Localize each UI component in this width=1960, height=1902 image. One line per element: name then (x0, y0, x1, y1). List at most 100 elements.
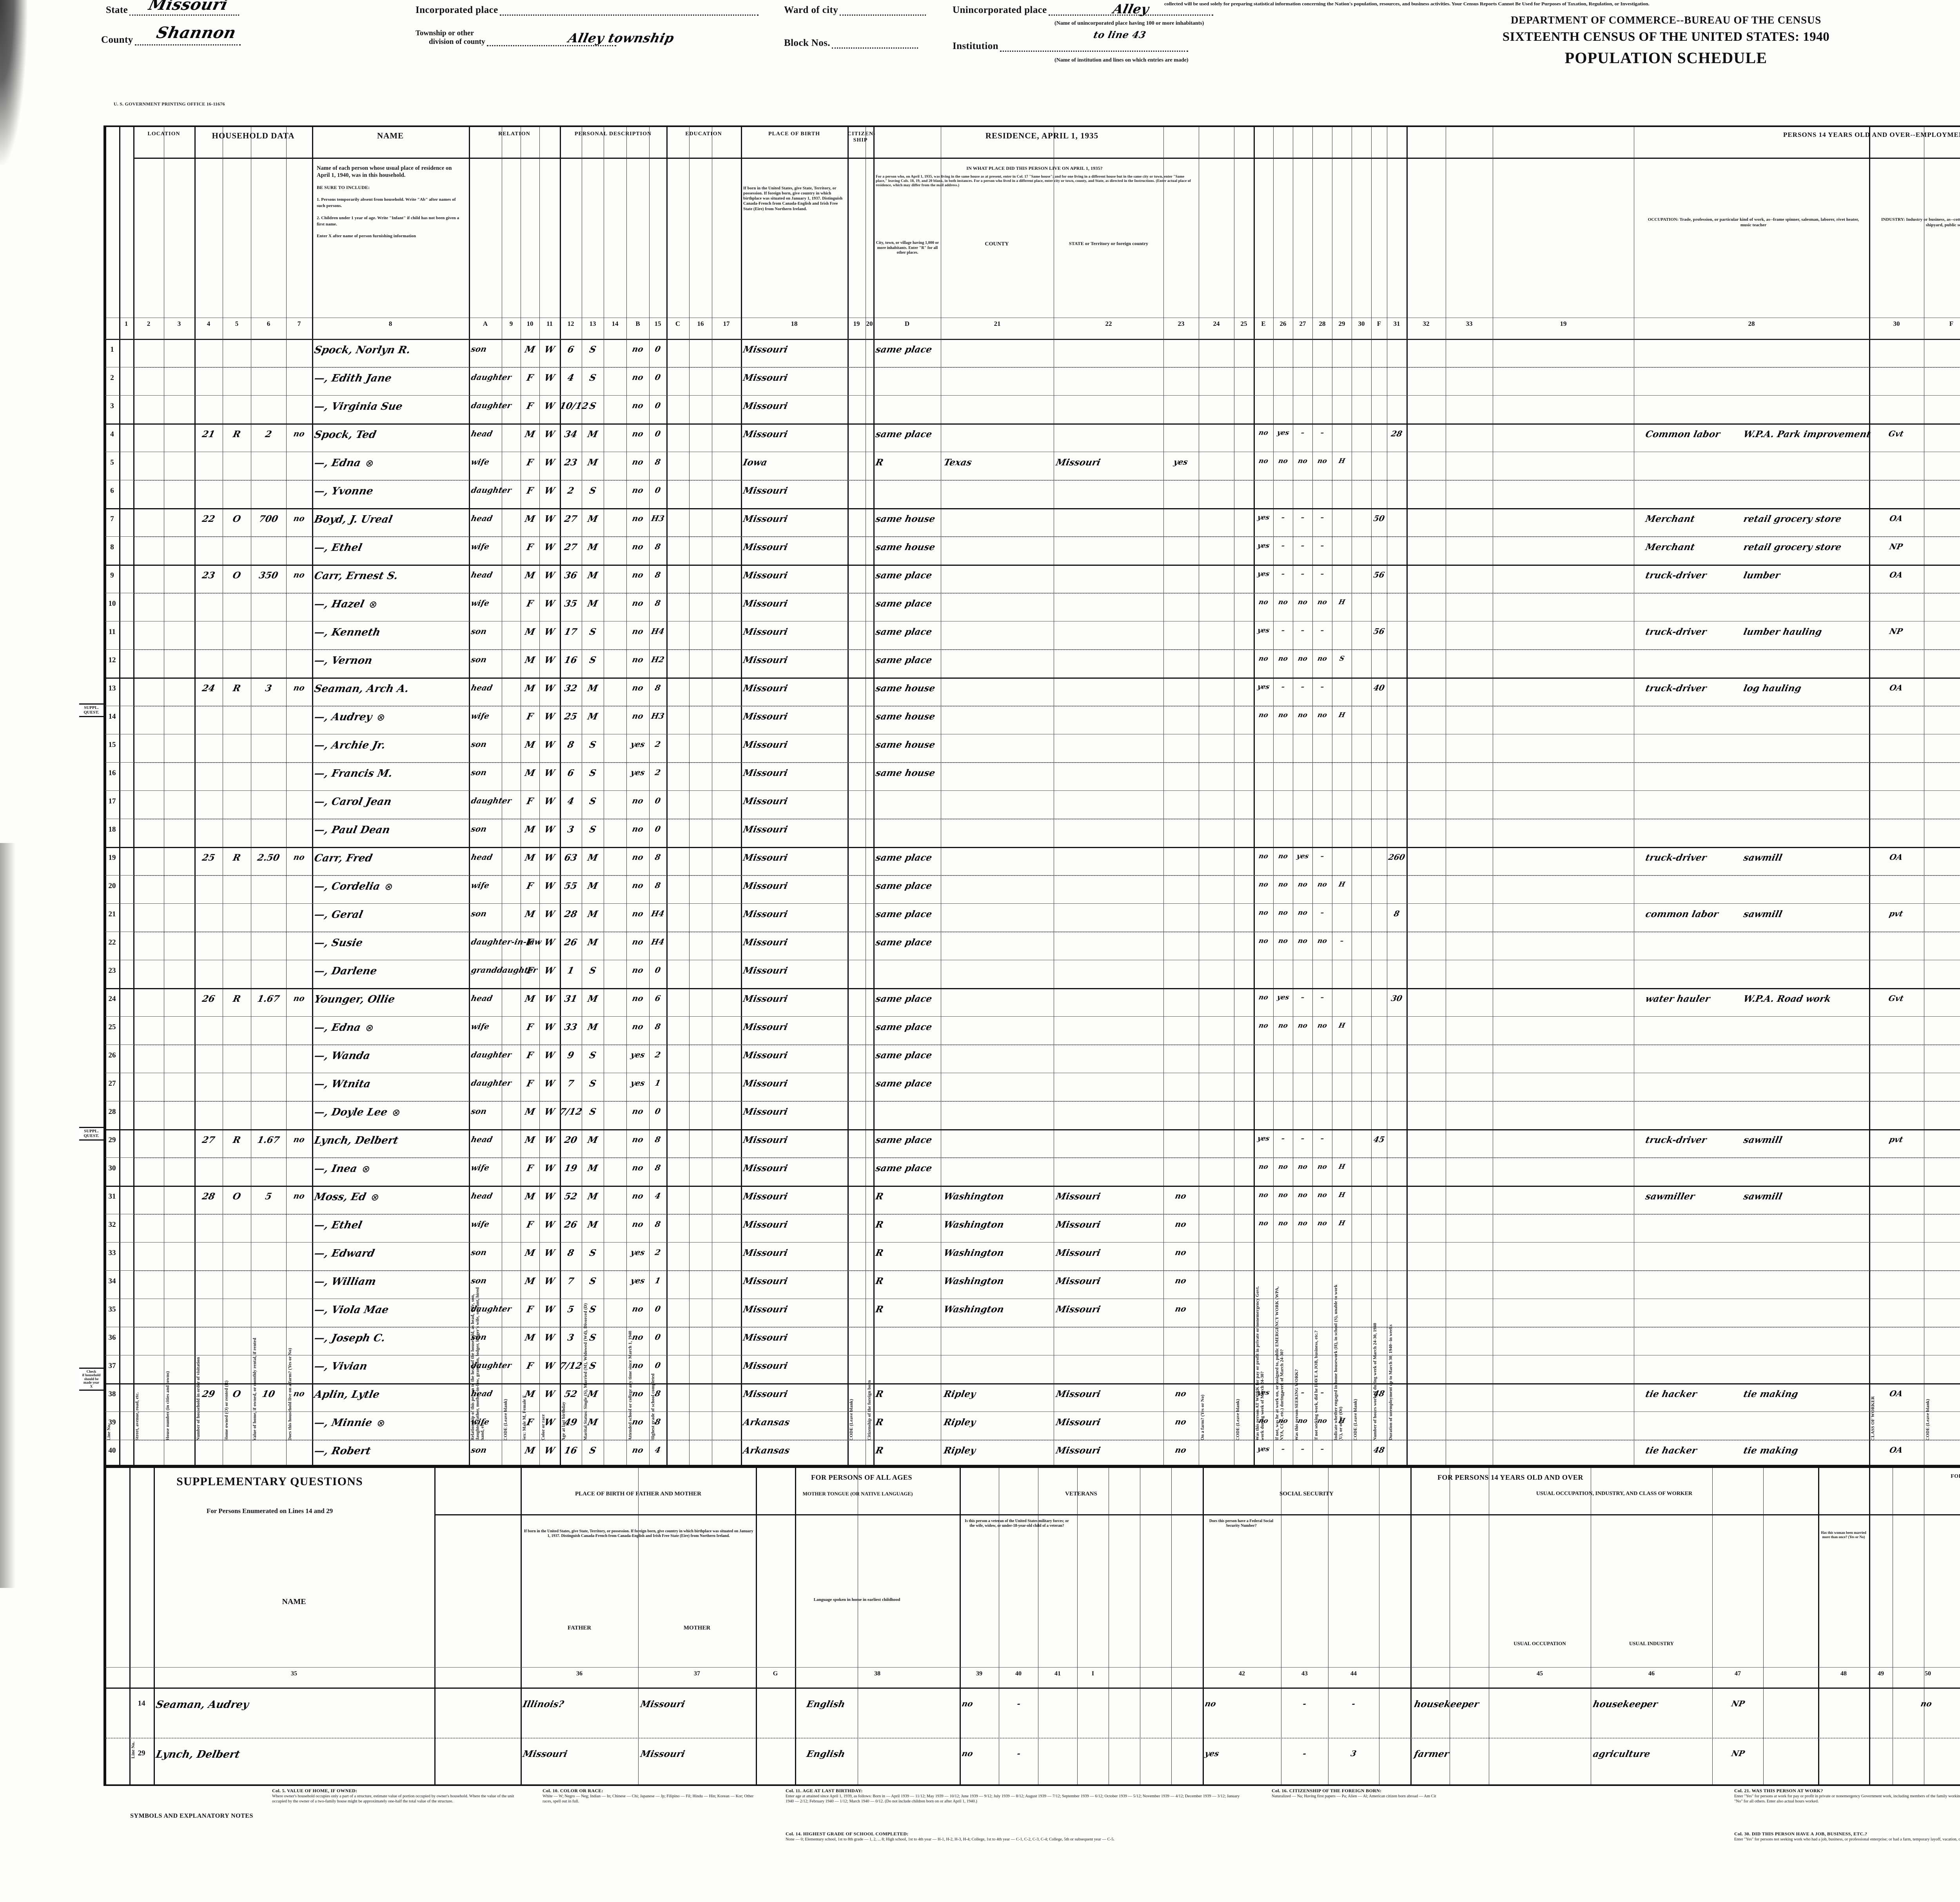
column-number: F (1949, 320, 1954, 327)
county-value: Shannon (154, 24, 238, 42)
cell-hrs: 45 (1372, 1134, 1386, 1144)
cell-name: —, Inea (313, 1163, 469, 1175)
cell-lineno: 37 (108, 1362, 116, 1370)
residence-1935-header: IN WHAT PLACE DID THIS PERSON LIVE ON AP… (966, 165, 1103, 171)
cell-w4: – (1319, 993, 1325, 1001)
supp-cell-ss3: 3 (1350, 1749, 1357, 1758)
cell-lineno: 8 (110, 543, 114, 551)
supp-column-number: 48 (1840, 1670, 1847, 1677)
column-number: 6 (267, 320, 270, 327)
cell-val: 1.67 (256, 1134, 281, 1145)
cell-cls: OA (1888, 570, 1904, 580)
row-dotted-guide (133, 875, 1960, 876)
cell-lineno: 22 (108, 938, 116, 946)
cell-county: Washington (943, 1191, 1005, 1202)
row-dotted-guide (133, 593, 1960, 594)
cell-occ: common labor (1644, 908, 1720, 919)
cell-age: 27 (563, 541, 578, 552)
supp-cell-vet2: - (1016, 1749, 1022, 1758)
supp-column-number: 36 (576, 1670, 583, 1677)
table-row[interactable]: 36—, Joseph C.sonMW3Sno0Missouri36 (105, 1327, 1960, 1355)
cell-own: O (232, 513, 242, 524)
column-number: 28 (1319, 320, 1326, 327)
cell-sch: no (631, 824, 644, 834)
cell-grd: 4 (654, 1191, 662, 1201)
cell-name: —, Vivian (313, 1360, 368, 1372)
cell-onfarm: no (1174, 1191, 1187, 1201)
cell-lineno: 1 (110, 345, 114, 354)
cell-w4: no (1317, 880, 1328, 888)
cell-lineno: 31 (108, 1192, 116, 1201)
cell-county: Washington (943, 1219, 1005, 1230)
row-dotted-guide (133, 762, 1960, 763)
supp-table-row[interactable]: 29 Lynch, Delbert Missouri Missouri English n… (105, 1738, 1960, 1788)
table-row[interactable]: 2—, Edith JanedaughterFW4Sno0Missouri2 (105, 367, 1960, 395)
row-dotted-guide (133, 480, 1960, 481)
cell-w4: no (1317, 1163, 1328, 1171)
cell-race: W (543, 1304, 556, 1315)
cell-w1: yes (1256, 513, 1270, 521)
cell-res: R (875, 1445, 884, 1456)
table-row[interactable]: 17—, Carol JeandaughterFW4Sno0Missouri17 (105, 790, 1960, 819)
row-divider (105, 847, 1960, 848)
cell-rel: wife (470, 1021, 490, 1031)
gpo-imprint: U. S. GOVERNMENT PRINTING OFFICE 16-1167… (114, 101, 225, 107)
supp-cell-vet2: - (1016, 1699, 1022, 1708)
table-row[interactable]: 18—, Paul DeansonMW3Sno0Missouri18 (105, 819, 1960, 847)
column-number: 2 (147, 320, 151, 327)
cell-occ: truck-driver (1644, 852, 1708, 863)
supp-cell-mother: Missouri (639, 1699, 686, 1709)
cell-sex: F (525, 1417, 535, 1428)
name-column-instructions: Name of each person whose usual place of… (317, 165, 459, 239)
cell-birth: Missouri (742, 796, 789, 807)
cell-hh: 21 (201, 429, 216, 440)
cell-farm: no (292, 1388, 306, 1398)
cell-age: 35 (563, 598, 578, 609)
cell-name: —, Yvonne (313, 485, 374, 497)
table-row[interactable]: 6—, YvonnedaughterFW2Sno0Missouri6 (105, 480, 1960, 508)
supp-table-row[interactable]: 14 Seaman, Audrey Illinois? Missouri English… (105, 1688, 1960, 1738)
cell-birth: Missouri (742, 344, 789, 355)
cell-grd: 1 (654, 1078, 662, 1088)
cell-county: Washington (943, 1247, 1005, 1258)
cell-code: 40 50 (1925, 853, 1960, 861)
residence-sub-state: STATE or Territory or foreign country (1069, 241, 1149, 246)
cell-ms: S (588, 1445, 597, 1456)
column-number: A (483, 320, 488, 327)
